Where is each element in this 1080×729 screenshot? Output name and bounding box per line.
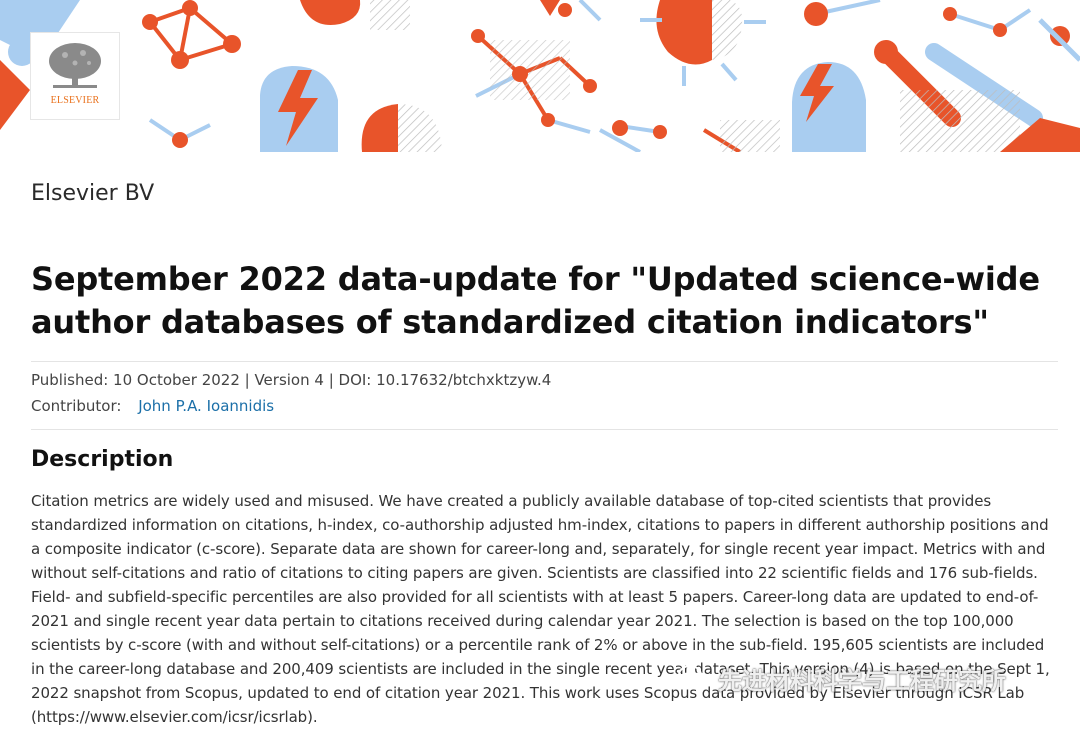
divider [31,429,1058,430]
description-heading: Description [31,447,174,472]
wechat-icon [678,665,709,690]
publisher-name: Elsevier BV [31,181,155,206]
description-text: Citation metrics are widely used and mis… [31,492,1050,726]
divider [31,361,1058,362]
dataset-meta: Published: 10 October 2022 | Version 4 |… [31,371,552,389]
contributor-link[interactable]: John P.A. Ioannidis [138,397,275,415]
banner-illustration [0,0,1080,152]
tree-icon [49,43,101,88]
contributor-label: Contributor: [31,397,122,415]
header-banner: ELSEVIER [0,0,1080,152]
dataset-title: September 2022 data-update for "Updated … [31,260,1040,341]
logo-text: ELSEVIER [50,95,100,106]
contributor-row: Contributor: John P.A. Ioannidis [31,397,274,415]
watermark-text: 先进材料科学与工程研究所 [718,666,1006,695]
watermark: 先进材料科学与工程研究所 [678,660,1006,696]
elsevier-logo: ELSEVIER [30,32,120,120]
